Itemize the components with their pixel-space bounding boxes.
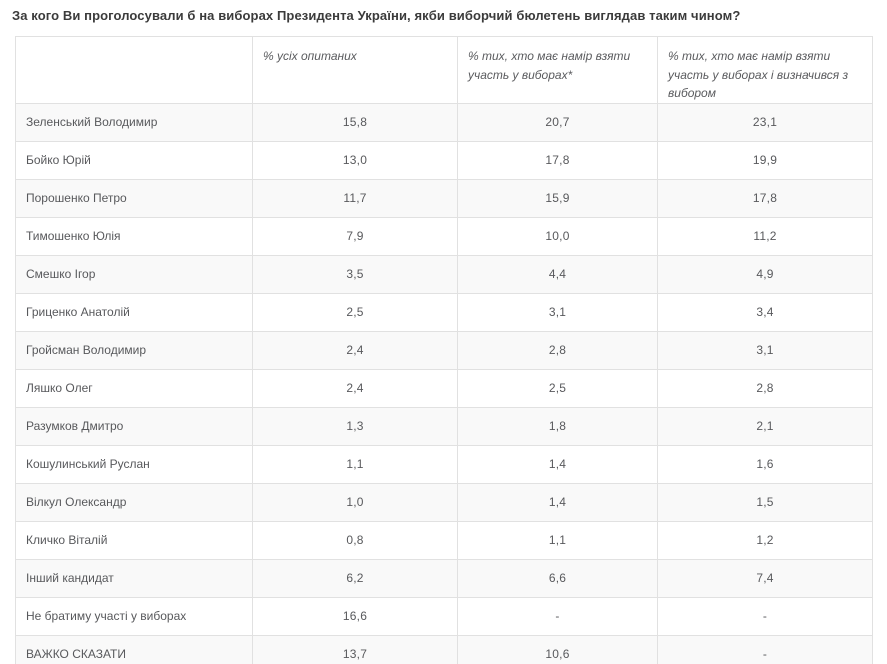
value-cell: - (457, 596, 658, 636)
candidate-name: Кошулинський Руслан (15, 444, 253, 484)
table-row: Кошулинський Руслан 1,1 1,4 1,6 (15, 444, 873, 484)
table-header: % усіх опитаних % тих, хто має намір взя… (15, 36, 873, 104)
value-cell: 1,8 (457, 406, 658, 446)
candidate-name: Ляшко Олег (15, 368, 253, 408)
value-cell: - (657, 596, 873, 636)
value-cell: 2,1 (657, 406, 873, 446)
table-row: Інший кандидат 6,2 6,6 7,4 (15, 558, 873, 598)
header-row: % усіх опитаних % тих, хто має намір взя… (15, 36, 873, 104)
table-row: Гройсман Володимир 2,4 2,8 3,1 (15, 330, 873, 370)
value-cell: 1,2 (657, 520, 873, 560)
value-cell: 15,8 (252, 102, 458, 142)
candidate-name: ВАЖКО СКАЗАТИ (15, 634, 253, 664)
value-cell: 1,1 (252, 444, 458, 484)
value-cell: 2,8 (657, 368, 873, 408)
value-cell: 2,8 (457, 330, 658, 370)
value-cell: 1,1 (457, 520, 658, 560)
value-cell: 7,4 (657, 558, 873, 598)
candidate-name: Разумков Дмитро (15, 406, 253, 446)
value-cell: 2,5 (252, 292, 458, 332)
candidate-name: Порошенко Петро (15, 178, 253, 218)
value-cell: - (657, 634, 873, 664)
value-cell: 4,9 (657, 254, 873, 294)
value-cell: 3,1 (657, 330, 873, 370)
value-cell: 2,5 (457, 368, 658, 408)
table-row: ВАЖКО СКАЗАТИ 13,7 10,6- (15, 634, 873, 664)
candidate-name: Гройсман Володимир (15, 330, 253, 370)
candidate-name: Вілкул Олександр (15, 482, 253, 522)
value-cell: 13,0 (252, 140, 458, 180)
table-row: Гриценко Анатолій 2,5 3,1 3,4 (15, 292, 873, 332)
value-cell: 2,4 (252, 330, 458, 370)
table-row: Тимошенко Юлія 7,9 10,0 11,2 (15, 216, 873, 256)
value-cell: 20,7 (457, 102, 658, 142)
value-cell: 11,2 (657, 216, 873, 256)
candidate-name: Бойко Юрій (15, 140, 253, 180)
table-row: Вілкул Олександр 1,0 1,4 1,5 (15, 482, 873, 522)
value-cell: 0,8 (252, 520, 458, 560)
value-cell: 15,9 (457, 178, 658, 218)
column-header-candidate (15, 36, 253, 104)
value-cell: 6,6 (457, 558, 658, 598)
value-cell: 3,4 (657, 292, 873, 332)
value-cell: 6,2 (252, 558, 458, 598)
candidate-name: Гриценко Анатолій (15, 292, 253, 332)
value-cell: 17,8 (657, 178, 873, 218)
value-cell: 1,3 (252, 406, 458, 446)
survey-results-table: % усіх опитаних % тих, хто має намір взя… (15, 36, 873, 664)
candidate-name: Тимошенко Юлія (15, 216, 253, 256)
column-header-decided-voters: % тих, хто має намір взяти участь у вибо… (657, 36, 873, 104)
value-cell: 1,0 (252, 482, 458, 522)
value-cell: 1,6 (657, 444, 873, 484)
value-cell: 10,0 (457, 216, 658, 256)
column-header-intend-to-vote: % тих, хто має намір взяти участь у вибо… (457, 36, 658, 104)
value-cell: 10,6 (457, 634, 658, 664)
candidate-name: Не братиму участі у виборах (15, 596, 253, 636)
value-cell: 11,7 (252, 178, 458, 218)
value-cell: 19,9 (657, 140, 873, 180)
value-cell: 17,8 (457, 140, 658, 180)
candidate-name: Зеленський Володимир (15, 102, 253, 142)
table-row: Бойко Юрій 13,0 17,8 19,9 (15, 140, 873, 180)
value-cell: 1,4 (457, 482, 658, 522)
table-row: Ляшко Олег 2,4 2,5 2,8 (15, 368, 873, 408)
value-cell: 3,1 (457, 292, 658, 332)
table-row: Кличко Віталій 0,8 1,1 1,2 (15, 520, 873, 560)
table-row: Не братиму участі у виборах 16,6- - (15, 596, 873, 636)
value-cell: 23,1 (657, 102, 873, 142)
table-body: Зеленський Володимир 15,8 20,7 23,1 Бойко Юр… (15, 102, 873, 664)
value-cell: 13,7 (252, 634, 458, 664)
value-cell: 3,5 (252, 254, 458, 294)
table-row: Разумков Дмитро 1,3 1,8 2,1 (15, 406, 873, 446)
table-row: Порошенко Петро 11,7 15,9 17,8 (15, 178, 873, 218)
value-cell: 1,4 (457, 444, 658, 484)
candidate-name: Інший кандидат (15, 558, 253, 598)
table-row: Зеленський Володимир 15,8 20,7 23,1 (15, 102, 873, 142)
value-cell: 2,4 (252, 368, 458, 408)
value-cell: 4,4 (457, 254, 658, 294)
page-title: За кого Ви проголосували б на виборах Пр… (12, 8, 741, 23)
candidate-name: Смешко Ігор (15, 254, 253, 294)
table-row: Смешко Ігор 3,5 4,4 4,9 (15, 254, 873, 294)
value-cell: 16,6 (252, 596, 458, 636)
candidate-name: Кличко Віталій (15, 520, 253, 560)
column-header-all-respondents: % усіх опитаних (252, 36, 458, 104)
value-cell: 1,5 (657, 482, 873, 522)
value-cell: 7,9 (252, 216, 458, 256)
